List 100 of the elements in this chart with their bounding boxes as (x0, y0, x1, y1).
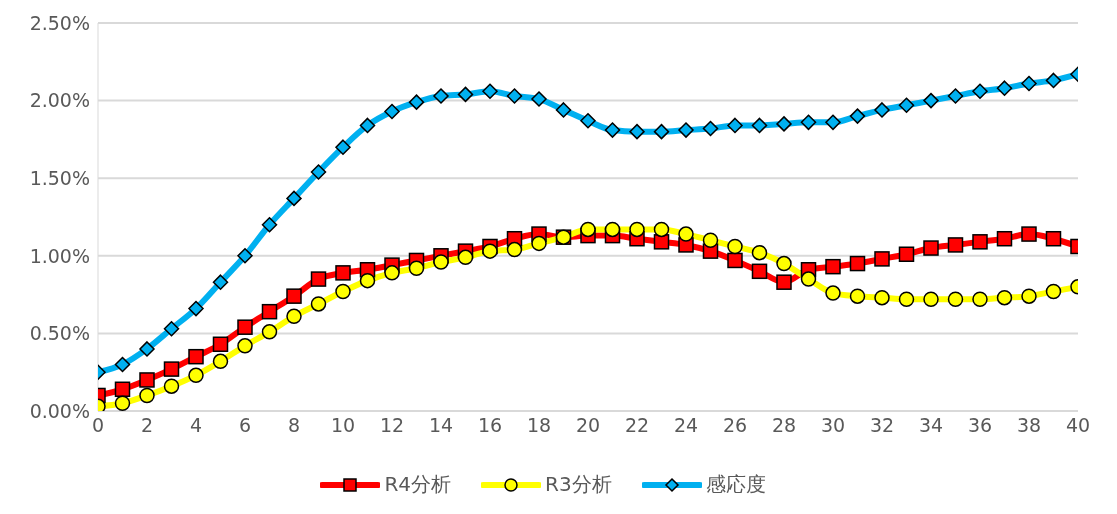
point (188, 367, 204, 384)
x-tick-label: 38 (1016, 414, 1042, 437)
legend-label: 感応度 (705, 471, 766, 498)
point (874, 251, 890, 267)
point (1021, 226, 1037, 242)
point (384, 265, 400, 281)
point (996, 289, 1013, 306)
point (457, 249, 474, 266)
point (1045, 230, 1062, 247)
point (310, 271, 327, 287)
point (114, 395, 131, 411)
x-tick-label: 4 (189, 414, 203, 437)
point (212, 336, 229, 353)
x-tick-label: 26 (722, 414, 748, 437)
point (727, 117, 743, 134)
point (286, 308, 302, 325)
point (727, 238, 743, 255)
y-tick-label: 2.50% (29, 11, 90, 34)
x-tick-label: 40 (1065, 414, 1091, 437)
point (114, 381, 131, 398)
y-tick-label: 1.00% (29, 244, 90, 267)
point (923, 291, 939, 308)
y-tick-label: 0.50% (29, 322, 90, 345)
point (923, 92, 939, 109)
point (359, 117, 376, 134)
x-tick-label: 24 (673, 414, 699, 437)
point (947, 88, 964, 104)
point (972, 234, 988, 250)
point (163, 378, 180, 394)
point (139, 387, 155, 404)
point (482, 243, 498, 259)
point (1045, 72, 1062, 89)
x-tick-label: 30 (820, 414, 846, 437)
point (359, 272, 376, 289)
legend-label: R3分析 (545, 471, 612, 498)
x-tick-label: 12 (379, 414, 405, 437)
point (898, 291, 915, 308)
point (898, 246, 915, 262)
x-tick-label: 20 (575, 414, 601, 437)
point (751, 263, 768, 280)
point (139, 372, 155, 388)
x-tick-label: 34 (918, 414, 944, 437)
point (237, 319, 253, 335)
point (163, 361, 180, 377)
point (849, 288, 866, 304)
point (457, 86, 474, 103)
point (604, 122, 621, 138)
point (408, 260, 425, 276)
point (580, 221, 596, 238)
point (531, 235, 547, 252)
point (653, 123, 670, 140)
x-tick-label: 2 (140, 414, 154, 437)
point (384, 103, 400, 120)
x-tick-label: 8 (287, 414, 301, 437)
point (139, 341, 155, 357)
point (237, 338, 253, 354)
point (825, 285, 841, 301)
point (335, 283, 351, 300)
point (261, 303, 278, 320)
point (898, 97, 915, 114)
point (776, 116, 792, 132)
point (825, 114, 841, 131)
point (261, 217, 278, 233)
x-tick-label: 32 (869, 414, 895, 437)
point (188, 300, 204, 317)
point (947, 291, 964, 308)
point (555, 102, 572, 118)
point (433, 254, 449, 270)
point (996, 230, 1013, 247)
point (482, 83, 498, 100)
point (947, 237, 964, 253)
point (335, 139, 351, 155)
point (237, 248, 253, 264)
point (653, 221, 670, 238)
x-tick-label: 18 (526, 414, 552, 437)
point (849, 255, 866, 272)
point (727, 252, 743, 269)
x-tick-label: 16 (477, 414, 503, 437)
point (506, 88, 523, 104)
point (776, 274, 792, 290)
x-tick-label: 6 (238, 414, 252, 437)
x-tick-label: 36 (967, 414, 993, 437)
point (114, 356, 131, 373)
point (996, 80, 1013, 96)
point (923, 240, 939, 256)
point (972, 83, 988, 100)
point (163, 320, 180, 337)
x-tick-label: 14 (428, 414, 454, 437)
y-tick-label: 1.50% (29, 166, 90, 189)
y-tick-label: 0.00% (29, 399, 90, 422)
legend-label: R4分析 (384, 471, 451, 498)
point (751, 117, 768, 134)
x-tick-label: 0 (91, 414, 105, 437)
point (188, 348, 204, 365)
point (972, 291, 988, 308)
point (261, 324, 278, 340)
point (800, 271, 817, 287)
point (1045, 283, 1062, 300)
point (604, 221, 621, 238)
point (286, 288, 302, 304)
